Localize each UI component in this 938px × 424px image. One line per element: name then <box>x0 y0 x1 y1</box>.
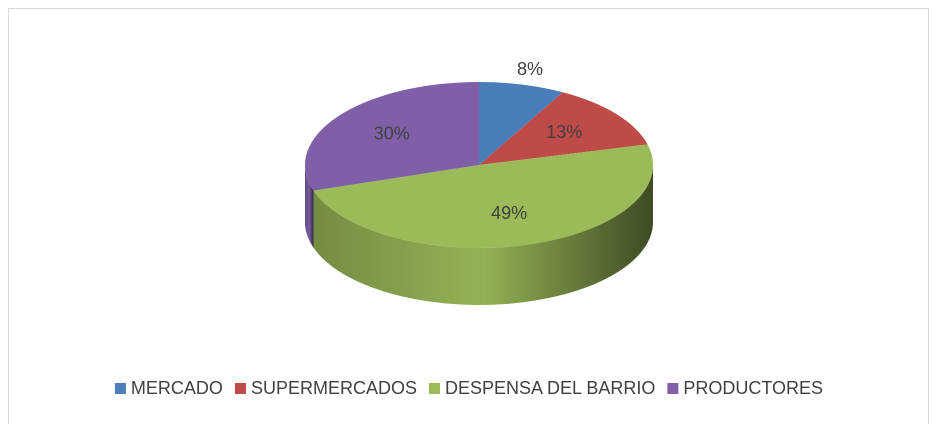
chart-frame <box>8 8 929 424</box>
data-label: 49% <box>491 203 527 223</box>
data-label: 13% <box>546 122 582 142</box>
legend-label: PRODUCTORES <box>683 378 823 398</box>
slice-side-shade <box>313 165 653 305</box>
data-label: 30% <box>374 124 410 144</box>
legend-label: DESPENSA DEL BARRIO <box>445 378 655 398</box>
slice <box>479 82 563 165</box>
legend-swatch <box>234 383 246 394</box>
slice-side-shade <box>305 165 314 248</box>
legend-label: MERCADO <box>131 378 223 398</box>
slice <box>479 92 648 165</box>
legend-swatch <box>667 383 679 394</box>
legend-swatch <box>428 383 440 394</box>
legend-swatch <box>114 383 126 394</box>
legend-label: SUPERMERCADOS <box>251 378 417 398</box>
slice <box>313 144 653 248</box>
slice <box>305 82 479 191</box>
data-label: 8% <box>517 59 543 79</box>
